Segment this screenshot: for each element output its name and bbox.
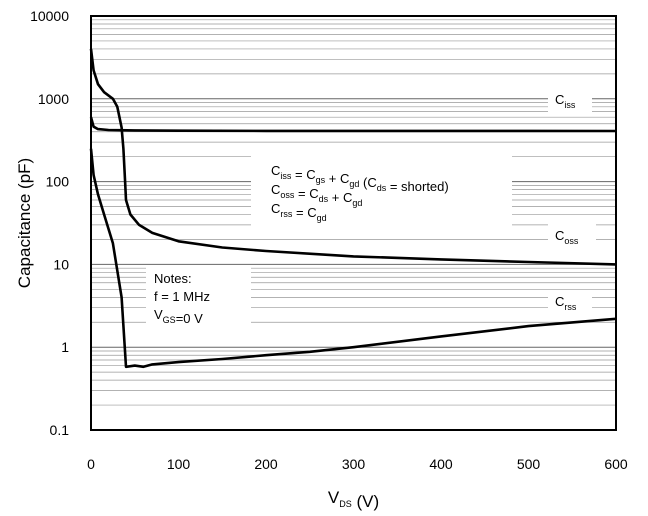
y-axis-title: Capacitance (pF) xyxy=(15,158,34,288)
series-line-iss xyxy=(89,116,617,133)
y-tick-label: 100 xyxy=(46,174,70,190)
equation-line: Coss = Cds + Cgd xyxy=(271,182,362,208)
x-tick-label: 200 xyxy=(254,456,278,472)
series-line-oss xyxy=(89,48,617,266)
text-labels: Capacitance (pF) VDS (V) Ciss Coss Crss Ciss … xyxy=(15,92,579,511)
notes-vgs: VGS=0 V xyxy=(154,307,203,326)
y-tick-label: 10000 xyxy=(30,8,69,24)
series-label-oss: Coss xyxy=(555,228,579,246)
y-tick-label: 10 xyxy=(53,256,69,272)
annotation-backgrounds xyxy=(146,88,596,325)
series-label-iss: Ciss xyxy=(555,92,576,110)
x-tick-label: 100 xyxy=(167,456,191,472)
x-tick-label: 0 xyxy=(87,456,95,472)
equation-line: Ciss = Cgs + Cgd (Cds = shorted) xyxy=(271,163,449,194)
x-tick-label: 300 xyxy=(342,456,366,472)
y-tick-label: 1 xyxy=(61,339,69,355)
series-line-rss xyxy=(89,148,617,369)
x-tick-label: 500 xyxy=(517,456,541,472)
x-tick-label: 400 xyxy=(429,456,453,472)
equation-line: Crss = Cgd xyxy=(271,201,327,223)
series-label-rss: Crss xyxy=(555,294,577,312)
tick-labels: 0 100 200 300 400 500 600 0.1 1 10 100 1000 10000 xyxy=(30,8,628,472)
x-axis-title: VDS (V) xyxy=(328,488,379,511)
label-bg xyxy=(548,224,596,250)
plot-frame xyxy=(90,15,617,431)
y-tick-label: 0.1 xyxy=(50,422,70,438)
label-bg xyxy=(548,290,592,316)
notes-frequency: f = 1 MHz xyxy=(154,289,210,304)
label-bg xyxy=(548,88,592,114)
notes-title: Notes: xyxy=(154,271,192,286)
notes-box xyxy=(146,265,251,325)
series-lines xyxy=(89,48,617,369)
x-tick-label: 600 xyxy=(604,456,628,472)
equations-box xyxy=(251,150,512,238)
y-tick-label: 1000 xyxy=(38,91,69,107)
